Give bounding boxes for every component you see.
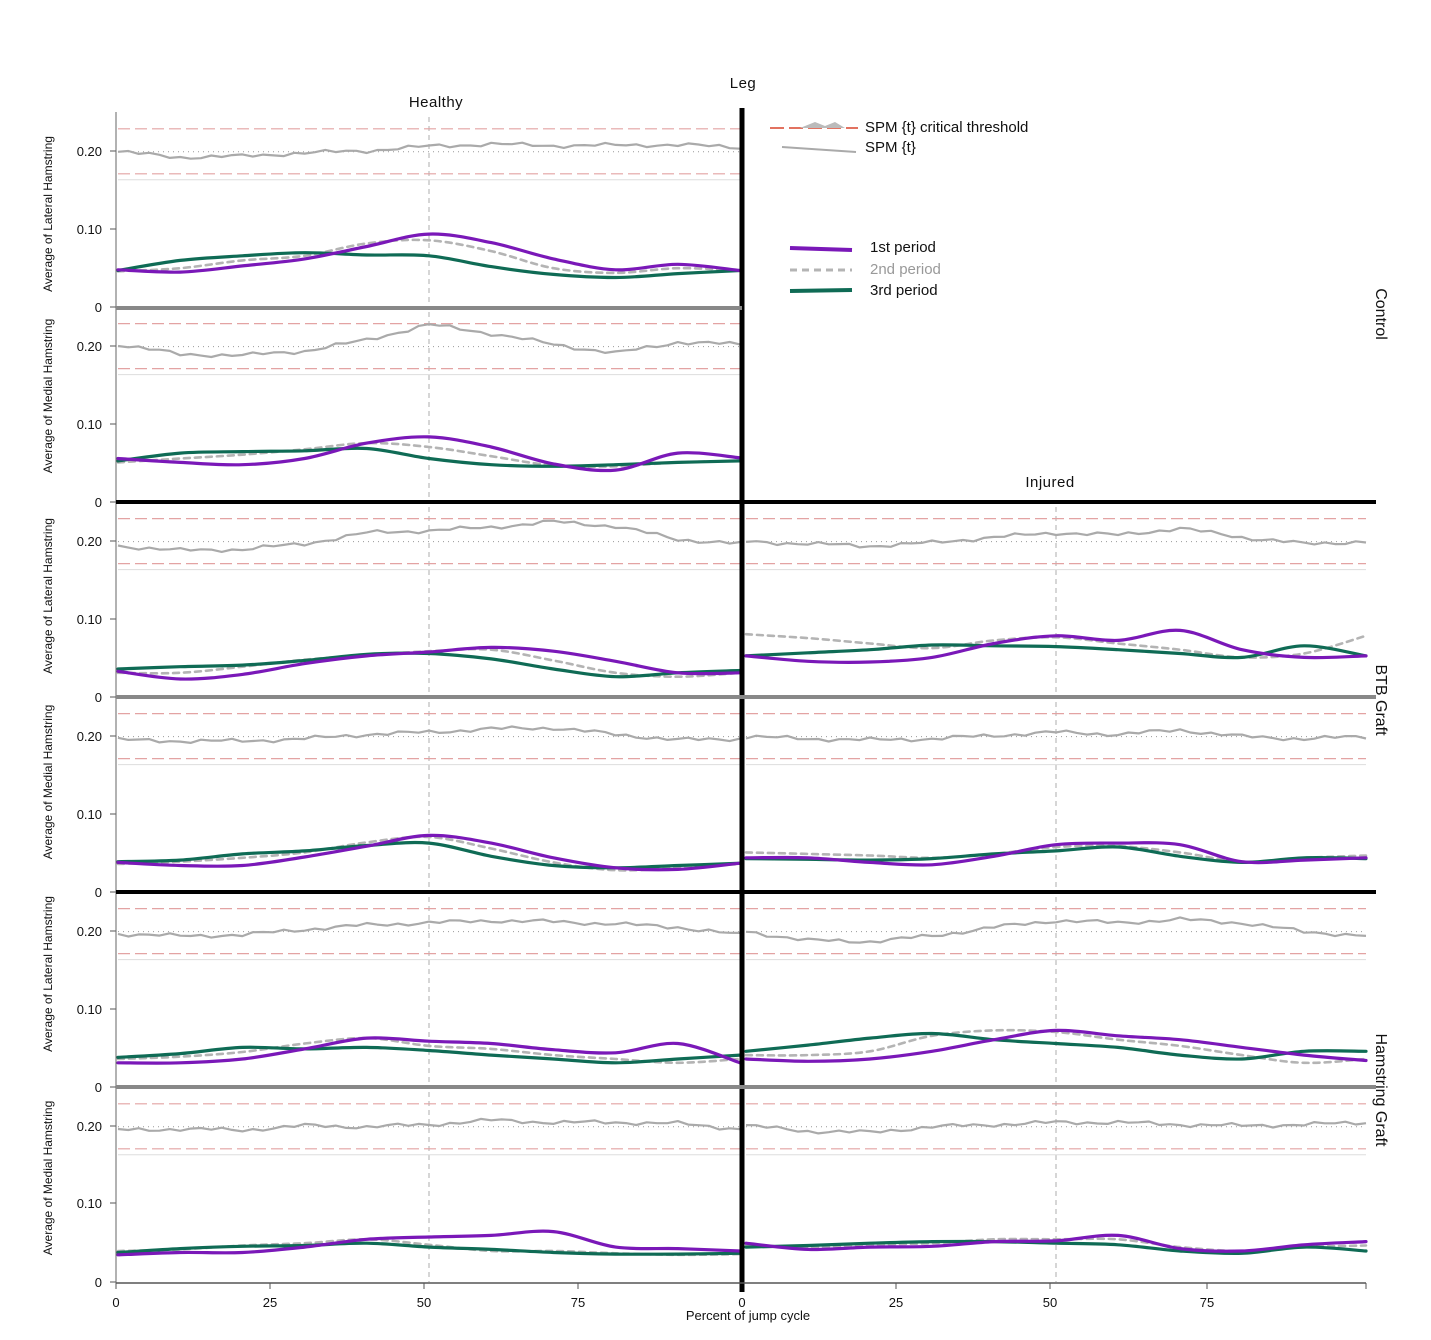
xtick-h-25: 25 <box>263 1295 277 1310</box>
panel-8-series-p3 <box>116 1241 742 1256</box>
axes <box>115 108 1376 1292</box>
ylabel-ham-lateral: Average of Lateral Hamstring <box>41 896 55 1052</box>
panel-1-series-p1 <box>116 435 742 473</box>
legend-spm-line <box>781 146 857 153</box>
period-legend: 1st period 2nd period 3rd period <box>789 239 941 299</box>
legend-threshold-area <box>800 122 845 128</box>
xtick-h-50: 50 <box>417 1295 431 1310</box>
ytick-r1-010: 0.10 <box>77 417 102 432</box>
panel-4-series-p1 <box>116 833 742 872</box>
injured-label: Injured <box>1025 474 1074 491</box>
panel-1-spm-trace <box>117 323 741 359</box>
ytick-r1-020: 0.20 <box>77 339 102 354</box>
xtick-i-25: 25 <box>889 1295 903 1310</box>
xtick-i-50: 50 <box>1043 1295 1057 1310</box>
panel-9-spm-trace <box>745 1119 1367 1135</box>
ytick-r2-010: 0.10 <box>77 612 102 627</box>
group-label-control: Control <box>1372 288 1389 340</box>
panel-6-spm-trace <box>117 918 741 939</box>
panel-0-series-p3 <box>116 251 742 280</box>
ylabel-ham-medial: Average of Medial Hamstring <box>41 1101 55 1256</box>
ytick-r1-0: 0 <box>95 300 102 315</box>
panel-1-series-p3 <box>116 446 742 468</box>
legend-swatch-p1 <box>789 246 853 252</box>
ylabel-control-lateral: Average of Lateral Hamstring <box>41 136 55 292</box>
ytick-r3-0: 0 <box>95 690 102 705</box>
y-ticks: 0.20 0.10 0 0.20 0.10 0 0.20 0.10 0 0.20… <box>77 144 102 1290</box>
ytick-r5-0: 0 <box>95 1080 102 1095</box>
spm-legend: SPM {t} critical threshold SPM {t} <box>770 119 1028 156</box>
panel-6-series-p1 <box>116 1036 742 1065</box>
panel-5-series-p1 <box>744 841 1368 867</box>
ylabel-btb-medial: Average of Medial Hamstring <box>41 705 55 860</box>
ytick-r3-010: 0.10 <box>77 807 102 822</box>
xtick-i-75: 75 <box>1200 1295 1214 1310</box>
panel-9-series-p3 <box>744 1239 1368 1256</box>
xtick-h-75: 75 <box>571 1295 585 1310</box>
legend-label-p3: 3rd period <box>870 282 938 299</box>
panel-7-series-p3 <box>744 1031 1368 1061</box>
ytick-r3-020: 0.20 <box>77 729 102 744</box>
healthy-label: Healthy <box>409 94 463 111</box>
panel-7-series-p1 <box>744 1028 1368 1063</box>
ytick-r6-0: 0 <box>95 1275 102 1290</box>
ylabel-btb-lateral: Average of Lateral Hamstring <box>41 518 55 674</box>
plot-layer <box>110 117 1368 1289</box>
panel-9-series-p1 <box>744 1233 1368 1253</box>
ytick-r4-020: 0.20 <box>77 924 102 939</box>
panel-3-spm-trace <box>745 526 1367 549</box>
panel-7-spm-trace <box>745 916 1367 944</box>
ytick-r5-020: 0.20 <box>77 1119 102 1134</box>
legend-threshold-text: SPM {t} critical threshold <box>865 119 1028 136</box>
legend-spm-text: SPM {t} <box>865 139 916 156</box>
group-label-hamstring: Hamstring Graft <box>1372 1034 1389 1147</box>
ytick-r0-020: 0.20 <box>77 144 102 159</box>
panel-0-spm-trace <box>117 141 741 160</box>
legend-swatch-p3 <box>789 288 853 293</box>
panel-0-series-p2 <box>116 238 742 275</box>
panel-4-spm-trace <box>117 725 741 744</box>
panel-5-spm-trace <box>745 728 1367 743</box>
ytick-r0-010: 0.10 <box>77 222 102 237</box>
ytick-r2-020: 0.20 <box>77 534 102 549</box>
xtick-i-0: 0 <box>738 1295 745 1310</box>
ytick-r5-010: 0.10 <box>77 1196 102 1211</box>
panel-2-series-p1 <box>116 645 742 681</box>
panel-6-series-p3 <box>116 1045 742 1065</box>
panel-6-series-p2 <box>116 1036 742 1065</box>
chart-title: Leg <box>730 75 757 92</box>
legend-label-p2: 2nd period <box>870 261 941 278</box>
panel-4-series-p3 <box>116 840 742 870</box>
panel-8-spm-trace <box>117 1117 741 1133</box>
ytick-r2-0: 0 <box>95 495 102 510</box>
ylabel-control-medial: Average of Medial Hamstring <box>41 319 55 474</box>
xtick-h-0: 0 <box>112 1295 119 1310</box>
ytick-r4-010: 0.10 <box>77 1002 102 1017</box>
panel-2-spm-trace <box>117 519 741 553</box>
ytick-r4-0: 0 <box>95 885 102 900</box>
x-axis-label: Percent of jump cycle <box>686 1308 810 1323</box>
legend-label-p1: 1st period <box>870 239 936 256</box>
panel-8-series-p1 <box>116 1229 742 1257</box>
panel-3-series-p1 <box>744 628 1368 664</box>
group-label-btb: BTB Graft <box>1372 664 1389 736</box>
panel-0-series-p1 <box>116 232 742 274</box>
